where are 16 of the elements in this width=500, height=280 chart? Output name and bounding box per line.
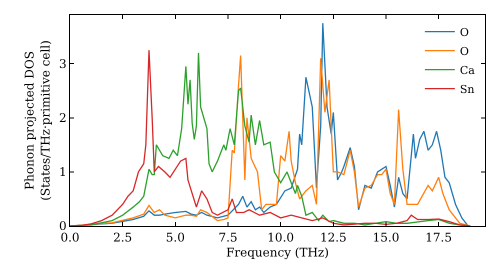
x-tick-label: 17.5 bbox=[425, 230, 452, 244]
x-tick-label: 2.5 bbox=[113, 230, 132, 244]
legend-label: O bbox=[460, 44, 469, 58]
x-tick-label: 5.0 bbox=[166, 230, 185, 244]
x-tick-label: 7.5 bbox=[218, 230, 238, 244]
y-tick-label: 2 bbox=[58, 110, 67, 125]
x-axis-title: Frequency (THz) bbox=[226, 245, 329, 260]
y-axis-title: Phonon projected DOS (States/THz·primitive cell) bbox=[22, 40, 52, 201]
x-tick-label: 12.5 bbox=[320, 230, 347, 244]
x-tick-label: 15.0 bbox=[372, 230, 400, 244]
y-tick-label: 1 bbox=[58, 165, 67, 180]
x-tick-label: 10.0 bbox=[267, 230, 294, 244]
y-tick-label: 3 bbox=[58, 56, 67, 71]
legend-label: O bbox=[460, 26, 469, 39]
legend-label: Ca bbox=[460, 64, 476, 77]
legend-label: Sn bbox=[460, 82, 474, 96]
